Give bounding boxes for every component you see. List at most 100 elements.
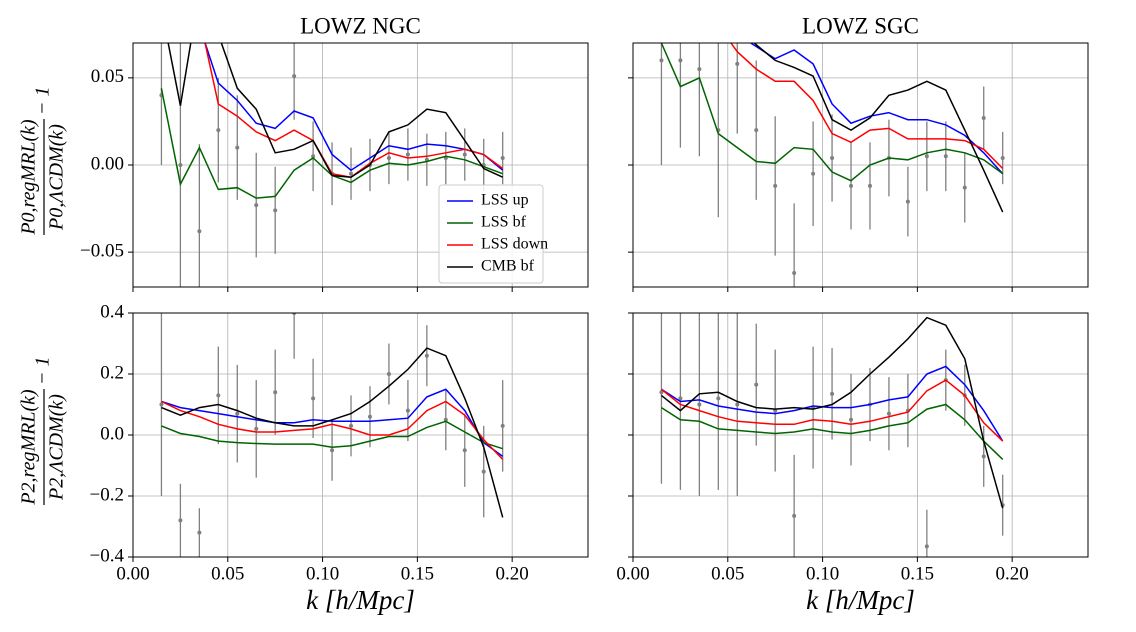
y-tick-label: 0.00 [91, 153, 124, 174]
data-point [849, 183, 854, 188]
axes-frame [132, 42, 589, 288]
data-point [811, 171, 816, 176]
x-tick-label: 0.00 [616, 563, 649, 584]
data-point [235, 411, 240, 416]
data-point [659, 390, 664, 395]
x-tick-label: 0.10 [806, 563, 839, 584]
series-line [204, 43, 504, 178]
data-point [962, 185, 967, 190]
data-point [905, 199, 910, 204]
data-point [273, 390, 278, 395]
data-point [462, 152, 467, 157]
data-point [943, 154, 948, 159]
data-point [349, 423, 354, 428]
y-tick-label: 0.0 [100, 423, 124, 444]
data-point [197, 530, 202, 535]
panel-title: LOWZ NGC [300, 13, 421, 38]
data-point [405, 152, 410, 157]
data-point [443, 417, 448, 422]
y-axis-label: P2,regMRL(k) P2,ΛCDM(k) − 1 [18, 357, 68, 506]
x-tick-label: 0.05 [211, 563, 244, 584]
y-label-numerator: P2,regMRL(k) [18, 389, 40, 506]
data-point [500, 156, 505, 161]
series-line [161, 400, 504, 460]
x-tick-label: 0.20 [496, 563, 529, 584]
data-point [678, 396, 683, 401]
series-line [660, 316, 1004, 509]
series-line [753, 43, 1004, 213]
data-point [481, 469, 486, 474]
y-tick-label: −0.2 [90, 484, 124, 505]
x-tick-label: 0.00 [116, 563, 149, 584]
x-tick-label: 0.10 [306, 563, 339, 584]
y-tick-label: 0.2 [100, 362, 124, 383]
plot-area [659, 313, 1005, 557]
y-label-suffix: − 1 [32, 87, 54, 116]
x-tick-label: 0.20 [996, 563, 1029, 584]
data-point [735, 402, 740, 407]
data-point [981, 454, 986, 459]
y-tick-label: −0.05 [80, 241, 124, 262]
data-point [754, 382, 759, 387]
data-point [849, 417, 854, 422]
data-point [159, 402, 164, 407]
y-label-numerator: P0,regMRL(k) [18, 119, 40, 236]
series-line [660, 403, 1004, 460]
panel: LOWZ SGC [628, 13, 1089, 292]
data-point [254, 203, 259, 208]
plot-area [159, 313, 505, 557]
data-point [867, 183, 872, 188]
data-point [924, 154, 929, 159]
series-line [161, 347, 504, 518]
data-point [754, 128, 759, 133]
series-line [204, 43, 504, 172]
data-point [178, 518, 183, 523]
series-line [749, 43, 1004, 175]
panel-title: LOWZ SGC [802, 13, 919, 38]
data-point [197, 229, 202, 234]
data-point [386, 372, 391, 376]
data-point [311, 396, 316, 401]
data-point [830, 391, 835, 396]
data-point [1000, 156, 1005, 161]
y-tick-label: 0.05 [91, 66, 124, 87]
plot-area [659, 43, 1005, 287]
axes-frame [632, 312, 1089, 558]
y-label-suffix: − 1 [32, 357, 54, 386]
data-point [311, 154, 316, 159]
data-point [792, 513, 797, 518]
data-point [178, 163, 183, 167]
plot-area [159, 43, 505, 287]
x-tick-label: 0.15 [901, 563, 934, 584]
legend-label: LSS up [481, 192, 529, 209]
axes-frame [132, 312, 589, 558]
data-point [716, 396, 721, 401]
data-point [697, 67, 702, 72]
legend-label: LSS down [481, 236, 548, 253]
series-line [660, 379, 1004, 442]
data-point [830, 156, 835, 161]
data-point [462, 448, 467, 453]
data-point [773, 183, 778, 188]
series-line [660, 365, 1004, 442]
data-point [500, 423, 505, 428]
x-tick-label: 0.15 [401, 563, 434, 584]
legend-box [438, 184, 544, 284]
series-line [660, 43, 1004, 182]
y-axis-label: P0,regMRL(k) P0,ΛCDM(k) − 1 [18, 87, 68, 236]
data-point [981, 115, 986, 120]
x-axis-label: k [h/Mpc] [806, 585, 915, 615]
data-point [386, 156, 391, 161]
y-label-denominator: P2,ΛCDM(k) [46, 394, 68, 501]
data-point [697, 402, 702, 407]
data-point [792, 271, 797, 276]
y-tick-label: 0.4 [100, 301, 124, 322]
legend: LSS up LSS bf LSS down CMB bf [438, 184, 548, 284]
series-line [167, 43, 504, 178]
data-point [292, 74, 297, 79]
series-line [161, 420, 503, 450]
y-tick-label: −0.4 [90, 545, 125, 566]
data-point [424, 353, 429, 358]
x-tick-label: 0.05 [711, 563, 744, 584]
